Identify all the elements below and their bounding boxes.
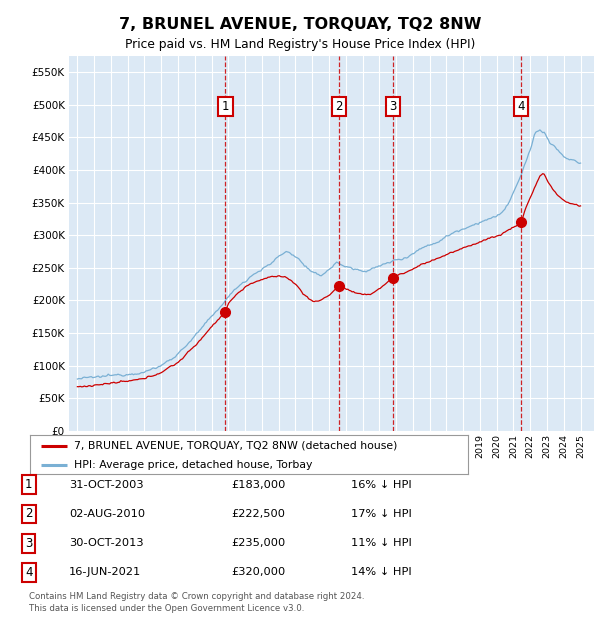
Text: 2: 2	[25, 508, 32, 520]
Text: Price paid vs. HM Land Registry's House Price Index (HPI): Price paid vs. HM Land Registry's House …	[125, 38, 475, 51]
Text: HPI: Average price, detached house, Torbay: HPI: Average price, detached house, Torb…	[74, 459, 312, 469]
Text: 1: 1	[25, 479, 32, 491]
Text: 4: 4	[25, 566, 32, 578]
Text: 11% ↓ HPI: 11% ↓ HPI	[351, 538, 412, 548]
Text: 7, BRUNEL AVENUE, TORQUAY, TQ2 8NW: 7, BRUNEL AVENUE, TORQUAY, TQ2 8NW	[119, 17, 481, 32]
Text: 3: 3	[25, 537, 32, 549]
Text: Contains HM Land Registry data © Crown copyright and database right 2024.: Contains HM Land Registry data © Crown c…	[29, 592, 364, 601]
Text: 7, BRUNEL AVENUE, TORQUAY, TQ2 8NW (detached house): 7, BRUNEL AVENUE, TORQUAY, TQ2 8NW (deta…	[74, 441, 397, 451]
Text: £183,000: £183,000	[231, 480, 286, 490]
Text: 16-JUN-2021: 16-JUN-2021	[69, 567, 141, 577]
Text: 2: 2	[335, 100, 343, 113]
Text: 17% ↓ HPI: 17% ↓ HPI	[351, 509, 412, 519]
Text: 30-OCT-2013: 30-OCT-2013	[69, 538, 143, 548]
Text: 3: 3	[389, 100, 397, 113]
Text: 1: 1	[222, 100, 229, 113]
Text: £320,000: £320,000	[231, 567, 285, 577]
Text: £222,500: £222,500	[231, 509, 285, 519]
Text: 31-OCT-2003: 31-OCT-2003	[69, 480, 143, 490]
Text: 4: 4	[517, 100, 525, 113]
Text: This data is licensed under the Open Government Licence v3.0.: This data is licensed under the Open Gov…	[29, 603, 304, 613]
Text: 16% ↓ HPI: 16% ↓ HPI	[351, 480, 412, 490]
Text: 02-AUG-2010: 02-AUG-2010	[69, 509, 145, 519]
Text: 14% ↓ HPI: 14% ↓ HPI	[351, 567, 412, 577]
Text: £235,000: £235,000	[231, 538, 285, 548]
